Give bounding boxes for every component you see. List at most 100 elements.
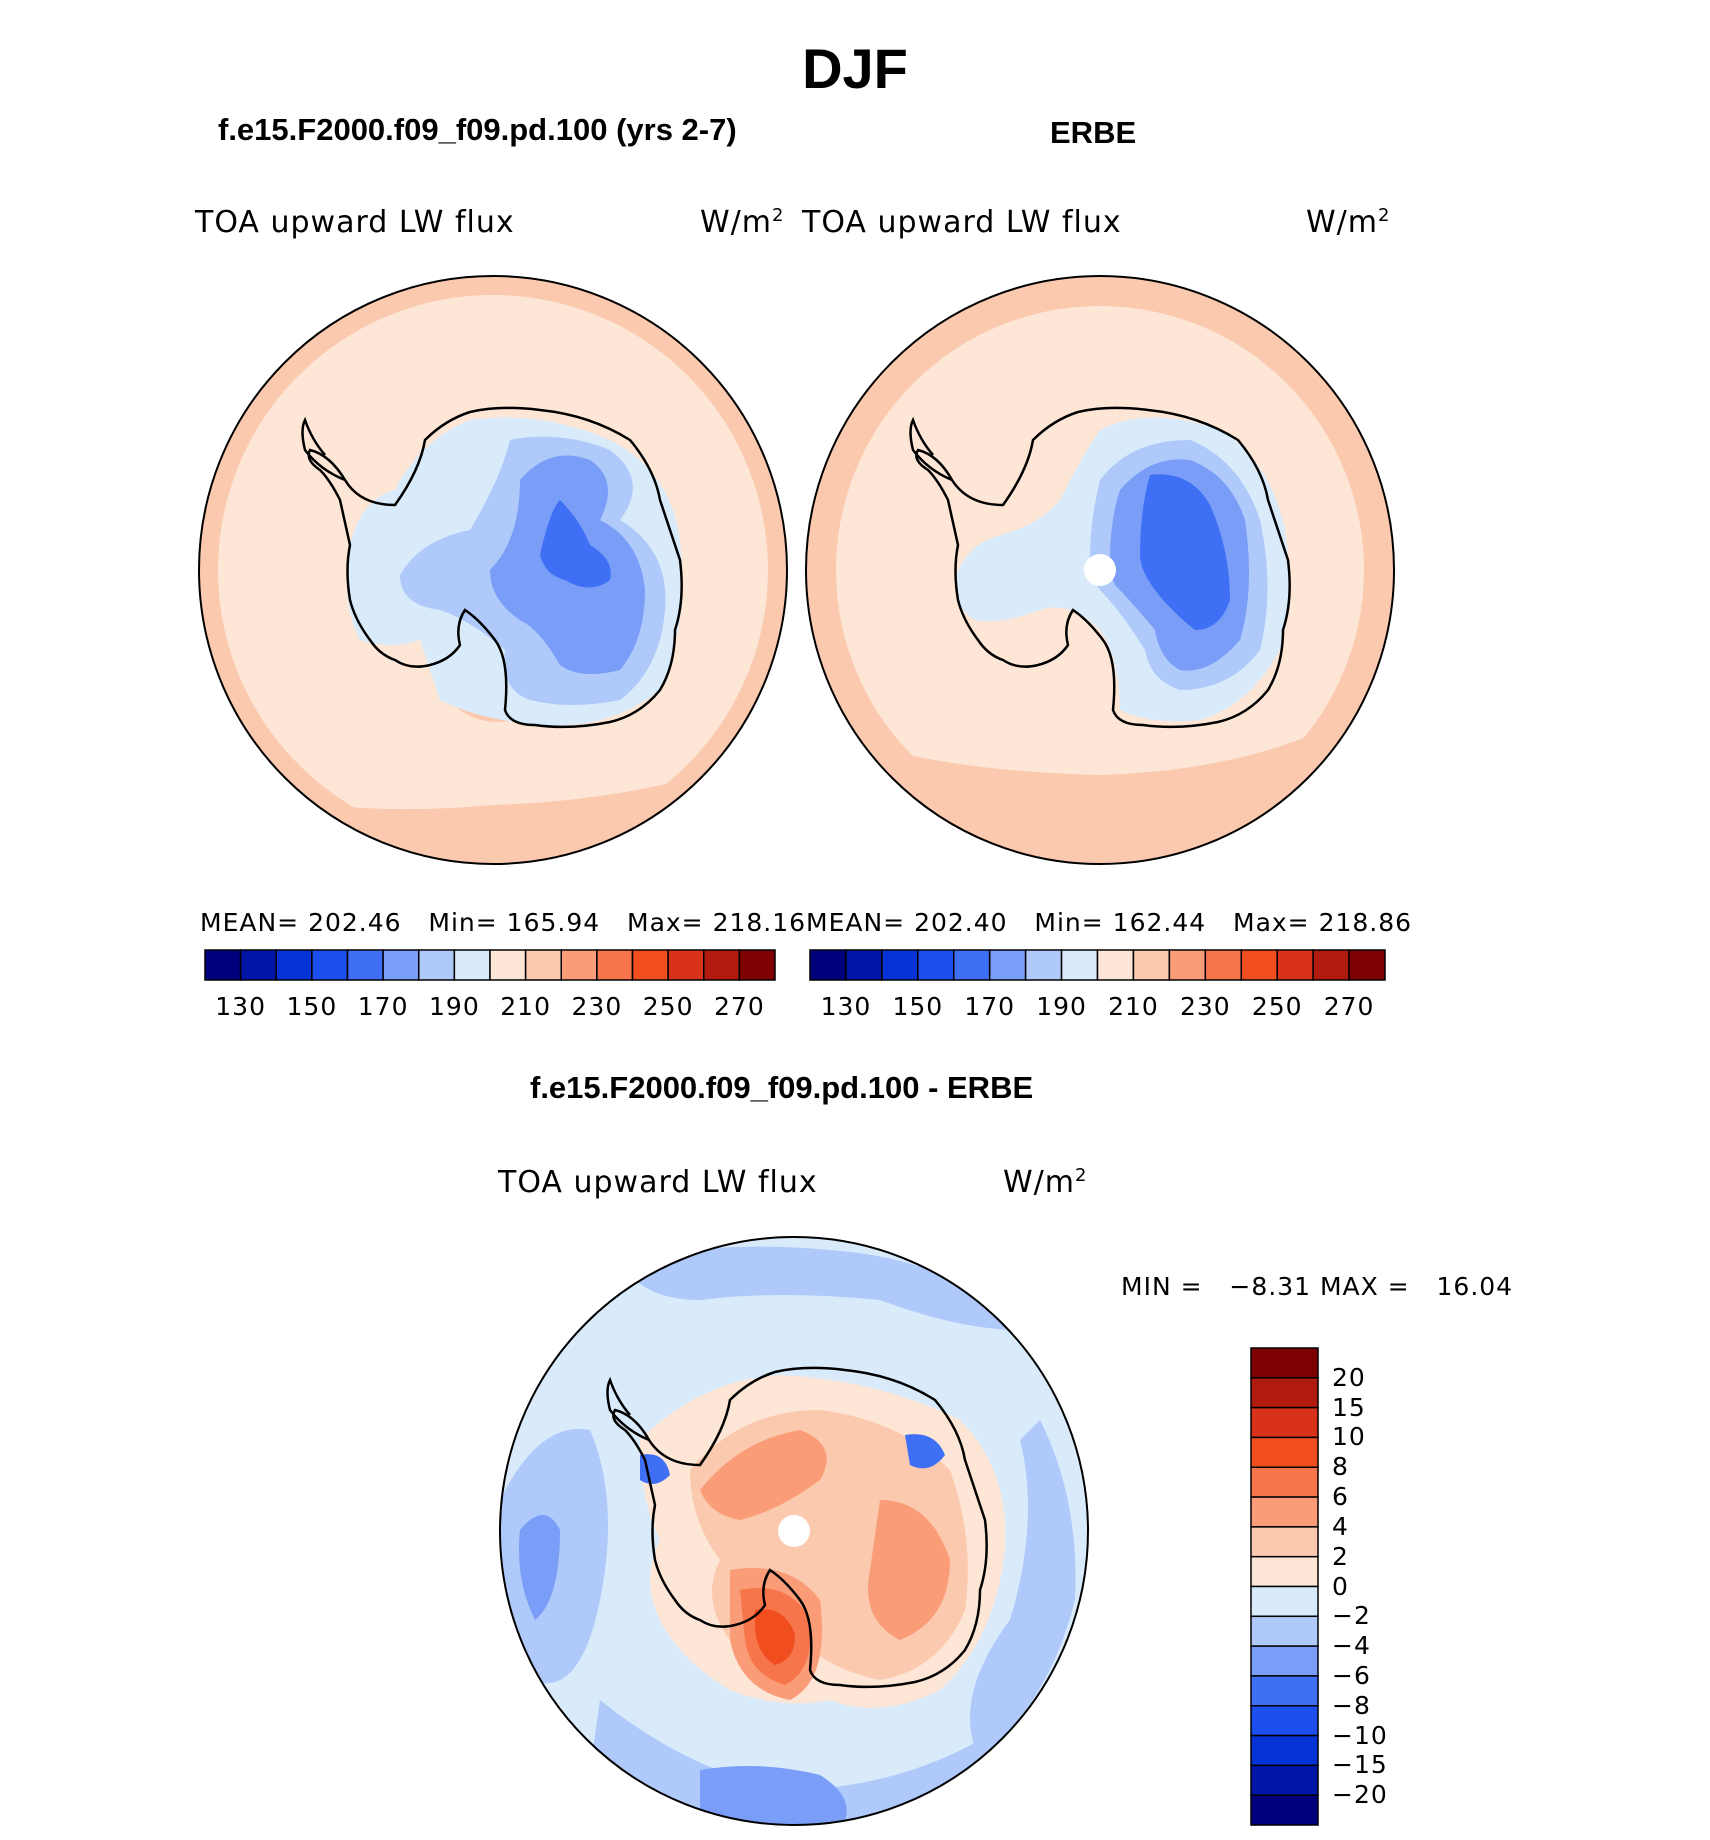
colorbar-tick-label: 230: [1179, 992, 1231, 1021]
colorbar-swatch: [275, 949, 313, 981]
colorbar-tick-label: 8: [1332, 1452, 1349, 1482]
model-stats: MEAN= 202.46 Min= 165.94 Max= 218.16: [200, 908, 807, 937]
colorbar-swatch: [596, 949, 634, 981]
diff-colorbar: [1250, 1347, 1319, 1826]
colorbar-tick-label: 150: [892, 992, 944, 1021]
colorbar-tick-label: 2: [1332, 1541, 1349, 1571]
colorbar-tick-label: 190: [1036, 992, 1087, 1021]
diff-peninsula: [606, 1376, 650, 1442]
diff-blue-top: [620, 1246, 1020, 1330]
colorbar-tick-label: 270: [1323, 992, 1375, 1021]
colorbar-swatch: [418, 949, 456, 981]
colorbar-swatch: [1250, 1466, 1319, 1498]
colorbar-tick-label: 20: [1332, 1362, 1366, 1392]
colorbar-swatch: [917, 949, 955, 981]
colorbar-swatch: [1312, 949, 1350, 981]
colorbar-tick-label: −6: [1332, 1660, 1371, 1690]
colorbar-swatch: [1250, 1645, 1319, 1677]
colorbar-tick-label: 190: [429, 992, 480, 1021]
diff-variable-label: TOA upward LW flux: [498, 1165, 818, 1200]
colorbar-swatch: [988, 949, 1027, 981]
colorbar-tick-label: 6: [1332, 1482, 1349, 1512]
colorbar-swatch: [1250, 1764, 1319, 1796]
model-units-label: W/m2: [700, 205, 785, 240]
colorbar-swatch: [1250, 1675, 1319, 1707]
colorbar-tick-label: 210: [1108, 992, 1159, 1021]
diff-map: [499, 1236, 1089, 1826]
colorbar-tick-label: −8: [1332, 1690, 1371, 1720]
colorbar-tick-label: −2: [1332, 1601, 1371, 1631]
model-panel-title: f.e15.F2000.f09_f09.pd.100 (yrs 2-7): [218, 112, 737, 147]
colorbar-swatch: [631, 949, 669, 981]
colorbar-swatch: [953, 949, 991, 981]
colorbar-tick-label: 250: [642, 992, 694, 1021]
obs-ice-lvl4: [1140, 474, 1230, 630]
colorbar-tick-label: 130: [215, 992, 266, 1021]
colorbar-swatch: [1250, 1734, 1319, 1767]
colorbar-swatch: [1204, 949, 1242, 981]
colorbar-swatch: [204, 949, 242, 981]
colorbar-swatch: [524, 949, 562, 981]
diff-units-label: W/m2: [1003, 1165, 1088, 1200]
colorbar-swatch: [382, 949, 420, 981]
colorbar-tick-label: 270: [714, 992, 765, 1021]
diff-stats: MIN = −8.31 MAX = 16.04: [1121, 1272, 1514, 1301]
colorbar-swatch: [1168, 949, 1207, 981]
colorbar-swatch: [1276, 949, 1314, 981]
colorbar-swatch: [1250, 1794, 1319, 1826]
colorbar-tick-label: 230: [571, 992, 623, 1021]
diff-pole-hole: [778, 1515, 810, 1547]
colorbar-swatch: [881, 949, 919, 981]
model-variable-label: TOA upward LW flux: [195, 205, 515, 240]
diff-blue-east: [970, 1420, 1076, 1760]
colorbar-tick-label: −4: [1332, 1631, 1371, 1661]
colorbar-swatch: [489, 949, 527, 981]
colorbar-tick-label: 250: [1251, 992, 1303, 1021]
obs-units-label: W/m2: [1306, 205, 1391, 240]
obs-antarctica-coast: [915, 406, 1291, 729]
diff-warm-lvl3: [700, 1430, 827, 1520]
colorbar-swatch: [346, 949, 384, 981]
colorbar-swatch: [1250, 1555, 1319, 1588]
model-peninsula: [301, 416, 346, 482]
colorbar-tick-label: −15: [1332, 1750, 1388, 1780]
diff-warm-lvl5: [755, 1609, 795, 1665]
colorbar-tick-label: −20: [1332, 1780, 1388, 1810]
colorbar-tick-label: 210: [500, 992, 551, 1021]
colorbar-swatch: [667, 949, 705, 981]
colorbar-tick-label: 170: [357, 992, 409, 1021]
colorbar-tick-label: 130: [820, 992, 872, 1021]
model-ice-lvl4: [540, 500, 611, 588]
diff-antarctica-coast: [612, 1366, 988, 1689]
model-colorbar: [204, 949, 776, 981]
colorbar-swatch: [1250, 1436, 1319, 1468]
model-map: [198, 275, 788, 865]
colorbar-swatch: [1096, 949, 1135, 981]
obs-colorbar: [809, 949, 1386, 981]
colorbar-swatch: [1250, 1585, 1319, 1618]
diff-warm-lvl3b: [868, 1500, 950, 1640]
colorbar-tick-label: 4: [1332, 1511, 1349, 1541]
colorbar-swatch: [453, 949, 491, 981]
diff-panel-title: f.e15.F2000.f09_f09.pd.100 - ERBE: [530, 1070, 1034, 1105]
diff-blue-patch-ne: [905, 1434, 945, 1469]
obs-pole-hole: [1084, 554, 1116, 586]
colorbar-swatch: [1060, 949, 1099, 981]
colorbar-swatch: [1250, 1496, 1319, 1528]
figure-title: DJF: [802, 37, 908, 100]
colorbar-swatch: [1024, 949, 1063, 981]
obs-peninsula: [909, 416, 953, 482]
obs-panel-title: ERBE: [1050, 115, 1137, 150]
colorbar-swatch: [703, 949, 741, 981]
colorbar-tick-label: 10: [1332, 1422, 1366, 1452]
colorbar-tick-label: 150: [286, 992, 338, 1021]
colorbar-swatch: [1250, 1347, 1319, 1379]
colorbar-swatch: [311, 949, 349, 981]
model-map-border: [198, 275, 788, 865]
colorbar-tick-label: 170: [964, 992, 1016, 1021]
colorbar-swatch: [560, 949, 598, 981]
colorbar-swatch: [1250, 1615, 1319, 1647]
colorbar-swatch: [1348, 949, 1386, 981]
colorbar-swatch: [1250, 1705, 1319, 1737]
